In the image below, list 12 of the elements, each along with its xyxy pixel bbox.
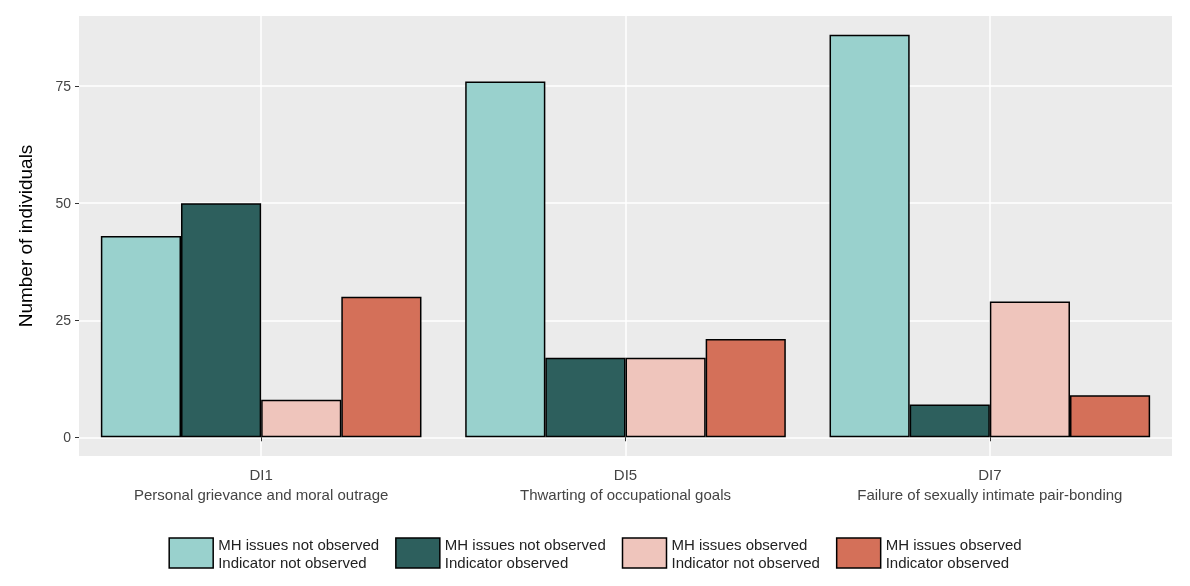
y-tick-label: 25 xyxy=(55,312,72,329)
legend-label: MH issues not observed Indicator not observed xyxy=(218,535,380,571)
y-tick-label: 0 xyxy=(63,429,72,446)
legend-label: MH issues observed Indicator observed xyxy=(885,535,1022,571)
x-tick-label: DI5 Thwarting of occupational goals xyxy=(520,465,731,503)
legend-label: MH issues not observed Indicator observed xyxy=(444,535,606,571)
x-tick-label: DI1 Personal grievance and moral outrage xyxy=(134,465,389,503)
x-tick-label: DI7 Failure of sexually intimate pair-bonding xyxy=(857,465,1123,503)
y-tick-label: 50 xyxy=(55,195,72,212)
legend-label: MH issues observed Indicator not observed xyxy=(671,535,820,571)
y-axis-title: Number of individuals xyxy=(15,144,36,328)
y-tick-label: 75 xyxy=(55,78,72,95)
